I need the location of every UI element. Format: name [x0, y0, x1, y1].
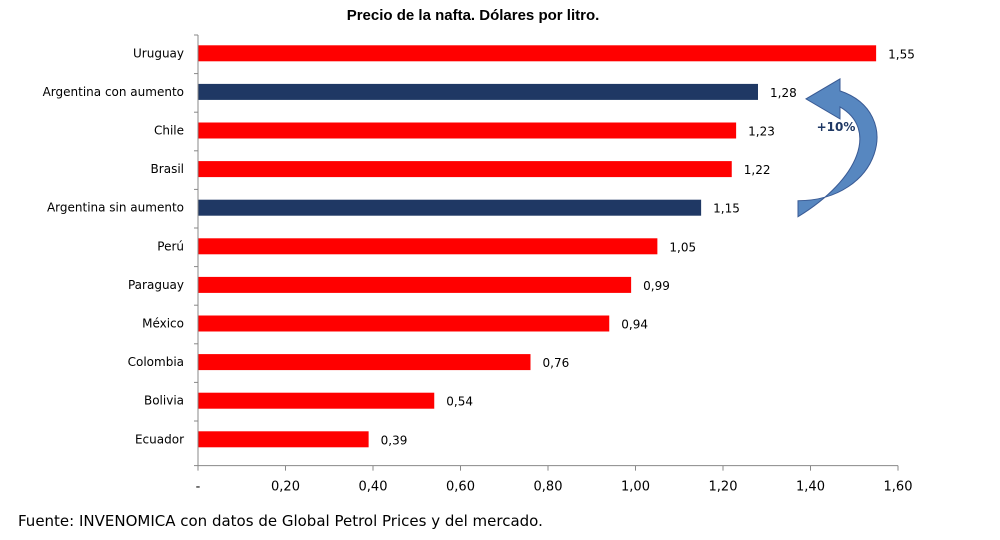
category-label: Chile: [154, 124, 184, 138]
category-label: Colombia: [128, 355, 184, 369]
bars-group: 1,55 1,28 1,23 1,22 1,15 1,05 0,99 0,94 0,76 0,54…: [198, 45, 915, 448]
x-tick-label: -: [196, 480, 201, 495]
x-tick-label: 0,60: [446, 480, 475, 495]
bar: [198, 276, 632, 293]
bar: [198, 83, 758, 100]
value-label: 0,39: [381, 433, 408, 447]
bar: [198, 431, 369, 448]
x-tick-label: 0,20: [271, 480, 300, 495]
x-tick-label: 1,20: [709, 480, 738, 495]
x-tick-label: 1,60: [884, 480, 913, 495]
category-label: México: [142, 317, 184, 331]
chart-title: Precio de la nafta. Dólares por litro.: [347, 7, 600, 24]
curved-arrow: [797, 78, 878, 218]
category-label: Brasil: [151, 162, 184, 176]
category-label: Paraguay: [128, 278, 184, 292]
bar: [198, 122, 737, 139]
value-label: 0,76: [543, 356, 570, 370]
category-label: Bolivia: [144, 394, 184, 408]
x-tick-label: 0,80: [534, 480, 563, 495]
value-label: 0,94: [621, 318, 648, 332]
source-note: Fuente: INVENOMICA con datos de Global P…: [18, 512, 543, 530]
bar: [198, 161, 732, 178]
axes-group: Uruguay Argentina con aumento Chile Brasil A…: [43, 34, 913, 495]
category-label: Ecuador: [135, 432, 184, 446]
x-tick-label: 1,40: [796, 480, 825, 495]
bar: [198, 238, 658, 255]
value-label: 1,55: [888, 47, 915, 61]
category-label: Uruguay: [133, 46, 184, 60]
annotation-label: +10%: [817, 120, 856, 134]
category-label: Perú: [157, 239, 184, 253]
category-label: Argentina sin aumento: [47, 201, 184, 215]
value-label: 1,22: [744, 163, 771, 177]
annotation-group: +10%: [797, 78, 878, 218]
x-tick-label: 1,00: [621, 480, 650, 495]
bar: [198, 199, 702, 216]
category-label: Argentina con aumento: [43, 85, 184, 99]
x-tick-label: 0,40: [359, 480, 388, 495]
value-label: 1,28: [770, 86, 797, 100]
bar: [198, 45, 877, 62]
value-label: 1,23: [748, 125, 775, 139]
value-label: 0,99: [643, 279, 670, 293]
bar: [198, 354, 531, 371]
value-label: 0,54: [446, 395, 473, 409]
value-label: 1,05: [669, 240, 696, 254]
bar: [198, 315, 610, 332]
value-label: 1,15: [713, 202, 740, 216]
bar: [198, 392, 435, 409]
